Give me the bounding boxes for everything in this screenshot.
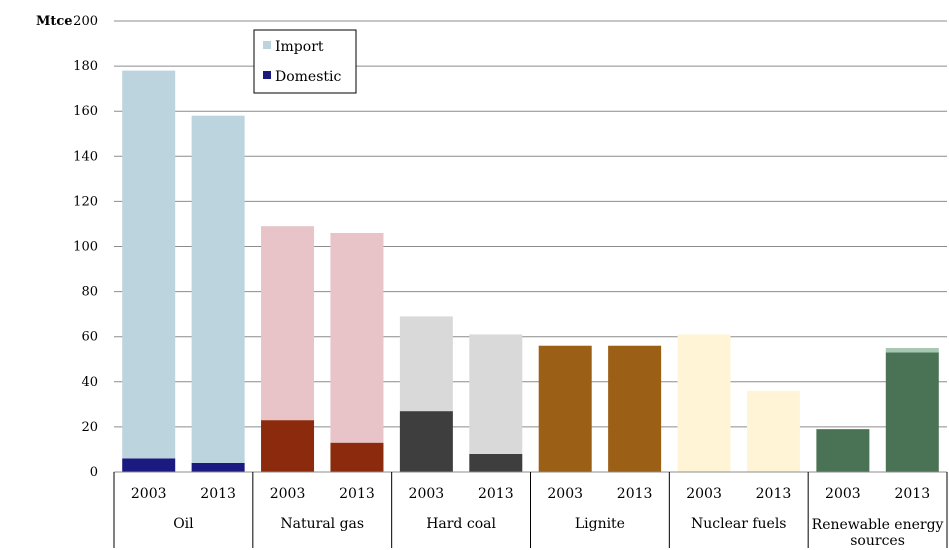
year-label: 2003 (547, 486, 583, 502)
year-label: 2013 (617, 486, 653, 502)
legend-swatch-domestic (263, 71, 271, 79)
group-label: Lignite (575, 516, 625, 532)
y-tick-label: 160 (73, 104, 98, 119)
bar-domestic (122, 458, 176, 472)
legend-label-import: Import (275, 39, 324, 55)
y-tick-label: 40 (81, 375, 98, 390)
y-tick-label: 100 (73, 240, 98, 255)
group-label: Nuclear fuels (691, 516, 787, 532)
group-label: Natural gas (280, 516, 364, 532)
category-axis: 2003 2013 Oil 2003 2013 Natural gas 2003 2013 Ha… (113, 471, 948, 549)
year-label: 2003 (686, 486, 722, 502)
y-tick-label: 180 (73, 59, 98, 74)
year-label: 2003 (825, 486, 861, 502)
bar-import (122, 70, 176, 459)
year-label: 2013 (339, 486, 375, 502)
bars (122, 70, 939, 472)
legend-swatch-import (263, 41, 271, 49)
year-label: 2013 (478, 486, 514, 502)
gridlines (114, 20, 947, 428)
y-tick-label: 80 (81, 285, 98, 300)
year-label: 2003 (270, 486, 306, 502)
bar-domestic (816, 429, 870, 472)
bar-import (469, 334, 523, 454)
group-label-line-2: sources (850, 533, 905, 549)
group-label: Renewable energy (812, 517, 944, 533)
year-label: 2013 (200, 486, 236, 502)
y-axis-unit-label: Mtce (36, 14, 73, 29)
year-label: 2013 (756, 486, 792, 502)
bar-domestic (261, 420, 315, 472)
legend: Import Domestic (253, 29, 357, 94)
group-label: Hard coal (426, 516, 496, 532)
y-tick-label: 120 (73, 194, 98, 209)
bar-domestic (469, 453, 523, 472)
bar-domestic (608, 345, 662, 472)
bar-import (746, 390, 800, 472)
bar-import (677, 334, 731, 472)
legend-label-domestic: Domestic (275, 69, 342, 85)
bar-domestic (885, 352, 939, 472)
bar-domestic (399, 411, 453, 472)
y-tick-label: 200 (73, 14, 98, 29)
year-label: 2003 (409, 486, 445, 502)
y-axis-ticks: 0 20 40 60 80 100 120 140 160 180 200 (73, 14, 98, 480)
bar-import (399, 316, 453, 412)
bar-import (330, 232, 384, 443)
year-label: 2003 (131, 486, 167, 502)
legend-box (253, 29, 357, 94)
bar-import (191, 115, 245, 463)
year-label: 2013 (894, 486, 930, 502)
bar-domestic (538, 345, 592, 472)
bar-import (261, 226, 315, 421)
group-label: Oil (173, 516, 194, 532)
y-tick-label: 0 (90, 465, 98, 480)
y-tick-label: 60 (81, 330, 98, 345)
bar-domestic (330, 442, 384, 472)
y-tick-label: 20 (81, 420, 98, 435)
bar-import (885, 347, 939, 353)
bar-domestic (191, 462, 245, 472)
y-tick-label: 140 (73, 149, 98, 164)
